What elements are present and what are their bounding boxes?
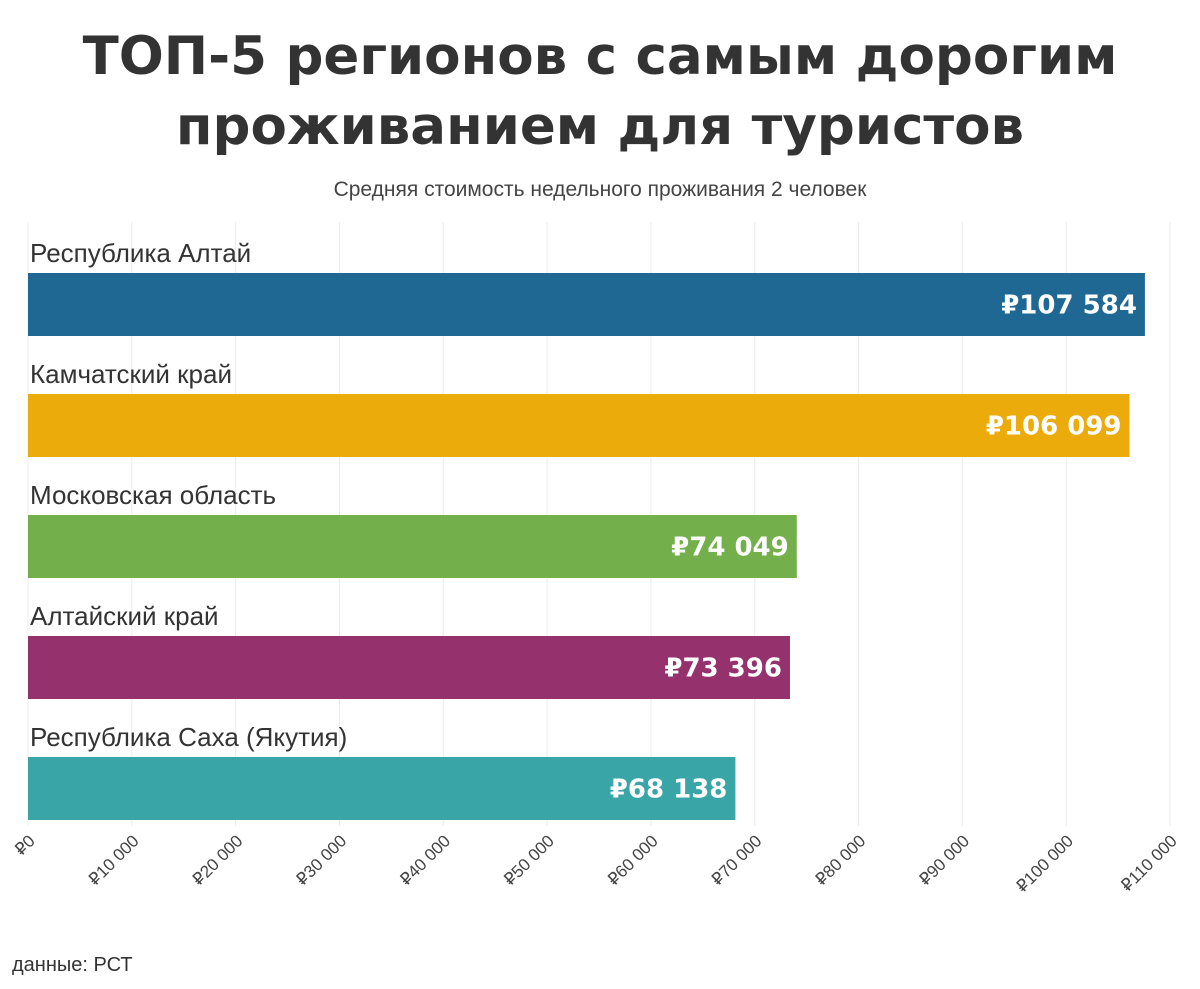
x-tick-label: ₽110 000 bbox=[1117, 831, 1181, 895]
x-tick-label: ₽60 000 bbox=[604, 831, 662, 889]
bar bbox=[28, 273, 1145, 336]
value-label: ₽106 099 bbox=[986, 412, 1122, 442]
x-tick-label: ₽80 000 bbox=[812, 831, 870, 889]
x-tick-label: ₽30 000 bbox=[292, 831, 350, 889]
x-tick-label: ₽100 000 bbox=[1012, 831, 1077, 896]
x-axis: ₽0 ₽10 000 ₽20 000 ₽30 000 ₽40 000 ₽50 000 ₽60… bbox=[11, 831, 1181, 896]
category-label: Алтайский край bbox=[30, 601, 219, 631]
x-tick-label: ₽90 000 bbox=[915, 831, 973, 889]
x-tick-label: ₽50 000 bbox=[500, 831, 558, 889]
category-label: Республика Саха (Якутия) bbox=[30, 722, 347, 752]
value-label: ₽74 049 bbox=[671, 533, 789, 563]
category-label: Республика Алтай bbox=[30, 238, 251, 268]
bar-chart: Республика Алтай ₽107 584 Камчатский край ₽… bbox=[11, 222, 1181, 896]
category-label: Московская область bbox=[30, 480, 276, 510]
chart-subtitle: Средняя стоимость недельного проживания … bbox=[333, 178, 867, 201]
chart-title-line1: ТОП-5 регионов с самым дорогим bbox=[82, 26, 1118, 87]
bar bbox=[28, 757, 736, 820]
value-label: ₽73 396 bbox=[664, 654, 782, 684]
bar bbox=[28, 394, 1130, 457]
bars-layer: Республика Алтай ₽107 584 Камчатский край ₽… bbox=[28, 238, 1145, 820]
x-tick-label: ₽10 000 bbox=[85, 831, 143, 889]
source-note: данные: РСТ bbox=[12, 954, 133, 976]
x-tick-label: ₽40 000 bbox=[396, 831, 454, 889]
value-label: ₽68 138 bbox=[610, 775, 728, 805]
bar bbox=[28, 636, 790, 699]
x-tick-label: ₽0 bbox=[11, 831, 39, 859]
value-label: ₽107 584 bbox=[1001, 291, 1137, 321]
chart-title: ТОП-5 регионов с самым дорогим проживани… bbox=[0, 22, 1200, 162]
bar bbox=[28, 515, 797, 578]
chart-title-line2: проживанием для туристов bbox=[175, 96, 1025, 157]
x-tick-label: ₽20 000 bbox=[189, 831, 247, 889]
category-label: Камчатский край bbox=[30, 359, 232, 389]
x-tick-label: ₽70 000 bbox=[708, 831, 766, 889]
